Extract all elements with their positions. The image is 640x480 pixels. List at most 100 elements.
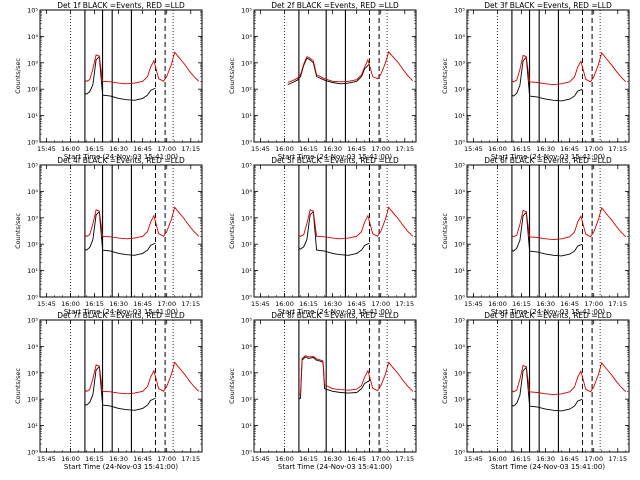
x-tick-label: 16:30	[109, 455, 128, 463]
y-tick-label: 10¹	[241, 112, 252, 120]
panel-title: Det 2f BLACK =Events, RED =LLD	[271, 1, 399, 10]
panel-det-3f: Det 3f BLACK =Events, RED =LLD 10⁰ 10¹ 10² 1…	[441, 1, 630, 161]
y-tick-label: 10⁵	[27, 317, 38, 325]
x-tick-label: 16:30	[323, 145, 342, 153]
x-tick-label: 16:00	[275, 145, 294, 153]
x-axis-label: Start Time (24-Nov-03 15:41:00)	[278, 153, 392, 161]
series-lld	[84, 51, 200, 85]
x-tick-label: 17:00	[584, 145, 603, 153]
series-lld	[298, 206, 414, 240]
series-events	[84, 55, 156, 101]
panel-det-7f: Det 7f BLACK =Events, RED =LLD 10⁰ 10¹ 10² 1…	[14, 311, 203, 471]
x-tick-label: 16:30	[109, 145, 128, 153]
x-tick-label: 15:45	[464, 455, 483, 463]
series-events	[511, 366, 583, 412]
x-tick-label: 17:00	[157, 300, 176, 308]
y-axis-label: Counts/sec	[441, 58, 449, 94]
y-tick-label: 10¹	[454, 422, 465, 430]
panel-det-4f: Det 4f BLACK =Events, RED =LLD 10⁰ 10¹ 10² 1…	[14, 156, 203, 316]
x-tick-label: 15:45	[464, 300, 483, 308]
y-tick-label: 10⁰	[27, 449, 38, 457]
y-tick-label: 10⁴	[27, 188, 38, 196]
y-tick-label: 10⁰	[454, 294, 465, 302]
y-axis-label: Counts/sec	[441, 368, 449, 404]
y-axis-label: Counts/sec	[441, 213, 449, 249]
x-axis-label: Start Time (24-Nov-03 15:41:00)	[64, 463, 178, 471]
y-tick-label: 10³	[241, 369, 252, 377]
x-axis-label: Start Time (24-Nov-03 15:41:00)	[491, 463, 605, 471]
y-tick-label: 10¹	[454, 267, 465, 275]
x-tick-label: 16:00	[488, 300, 507, 308]
x-tick-label: 17:15	[395, 145, 414, 153]
y-tick-label: 10⁰	[454, 449, 465, 457]
x-tick-label: 17:15	[608, 145, 627, 153]
x-tick-label: 17:15	[181, 455, 200, 463]
y-tick-label: 10³	[27, 214, 38, 222]
x-tick-label: 16:30	[536, 145, 555, 153]
series-events	[298, 210, 370, 256]
x-tick-label: 16:30	[536, 300, 555, 308]
y-tick-label: 10¹	[27, 112, 38, 120]
y-tick-label: 10⁵	[454, 317, 465, 325]
series-lld	[84, 361, 200, 395]
x-tick-label: 16:15	[299, 300, 318, 308]
x-axis-label: Start Time (24-Nov-03 15:41:00)	[64, 308, 178, 316]
y-tick-label: 10⁴	[241, 33, 252, 41]
x-tick-label: 16:15	[512, 145, 531, 153]
y-axis-label: Counts/sec	[14, 58, 22, 94]
x-tick-label: 16:15	[512, 455, 531, 463]
x-tick-label: 15:45	[37, 145, 56, 153]
x-tick-label: 17:00	[371, 455, 390, 463]
x-tick-label: 16:15	[299, 145, 318, 153]
plot-frame	[253, 164, 417, 298]
y-tick-label: 10⁵	[454, 7, 465, 15]
x-tick-label: 16:00	[61, 455, 80, 463]
x-axis-label: Start Time (24-Nov-03 15:41:00)	[491, 308, 605, 316]
x-tick-label: 16:00	[275, 455, 294, 463]
series-lld	[511, 206, 627, 241]
y-tick-label: 10²	[27, 396, 38, 404]
plot-frame	[39, 9, 203, 143]
y-tick-label: 10⁵	[241, 162, 252, 170]
y-axis-label: Counts/sec	[228, 213, 236, 249]
y-axis-label: Counts/sec	[14, 368, 22, 404]
x-tick-label: 16:30	[109, 300, 128, 308]
y-tick-label: 10⁰	[241, 294, 252, 302]
y-tick-label: 10¹	[27, 267, 38, 275]
x-tick-label: 17:00	[157, 145, 176, 153]
series-events	[298, 356, 370, 400]
x-tick-label: 16:45	[560, 145, 579, 153]
series-lld	[84, 206, 200, 240]
plot-frame	[253, 319, 417, 453]
plot-frame	[466, 319, 630, 453]
y-axis-label: Counts/sec	[228, 58, 236, 94]
series-events	[511, 56, 583, 102]
panel-title: Det 9f BLACK =Events, RED =LLD	[484, 311, 612, 320]
y-tick-label: 10⁵	[241, 7, 252, 15]
y-tick-label: 10³	[454, 214, 465, 222]
y-axis-label: Counts/sec	[14, 213, 22, 249]
y-tick-label: 10²	[241, 86, 252, 94]
y-tick-label: 10⁴	[241, 188, 252, 196]
y-tick-label: 10⁰	[454, 139, 465, 147]
x-tick-label: 16:45	[560, 300, 579, 308]
panel-title: Det 3f BLACK =Events, RED =LLD	[484, 1, 612, 10]
panel-det-6f: Det 6f BLACK =Events, RED =LLD 10⁰ 10¹ 10² 1…	[441, 156, 630, 316]
series-lld	[511, 51, 627, 86]
panel-title: Det 5f BLACK =Events, RED =LLD	[271, 156, 399, 165]
y-tick-label: 10⁴	[454, 343, 465, 351]
x-tick-label: 17:15	[181, 145, 200, 153]
y-tick-label: 10⁴	[454, 188, 465, 196]
panel-title: Det 8f BLACK =Events, RED =LLD	[271, 311, 399, 320]
x-tick-label: 16:45	[133, 145, 152, 153]
y-tick-label: 10¹	[454, 112, 465, 120]
plot-frame	[39, 319, 203, 453]
y-tick-label: 10¹	[27, 422, 38, 430]
x-tick-label: 16:00	[488, 455, 507, 463]
y-tick-label: 10⁴	[27, 343, 38, 351]
x-tick-label: 16:00	[61, 300, 80, 308]
x-tick-label: 16:00	[488, 145, 507, 153]
series-events	[287, 57, 370, 86]
x-tick-label: 16:45	[560, 455, 579, 463]
